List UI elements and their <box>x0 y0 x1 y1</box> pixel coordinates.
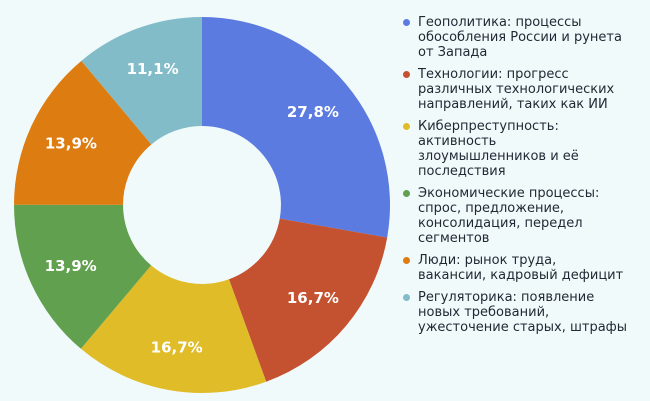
pie-slice-2[interactable] <box>80 265 267 394</box>
pie-slice-4[interactable] <box>14 60 152 205</box>
legend-label-0: Геополитика: процессы обособления России… <box>418 15 622 60</box>
legend-item-4[interactable]: Люди: рынок труда, вакансии, кадровый де… <box>403 253 643 283</box>
pie-slice-3[interactable] <box>13 204 152 349</box>
legend-label-4: Люди: рынок труда, вакансии, кадровый де… <box>418 253 624 283</box>
legend-color-dot-icon <box>403 294 410 301</box>
legend-label-1: Технологии: прогресс различных технологи… <box>418 67 615 112</box>
pie-slice-0[interactable] <box>202 17 391 238</box>
legend-item-2[interactable]: Киберпреступность: активность злоумышлен… <box>403 119 643 179</box>
legend-color-dot-icon <box>403 190 410 197</box>
legend-item-0[interactable]: Геополитика: процессы обособления России… <box>403 15 643 60</box>
legend-color-dot-icon <box>403 257 410 264</box>
legend-item-3[interactable]: Экономические процессы: спрос, предложен… <box>403 186 643 246</box>
donut-svg: 27,8%16,7%16,7%13,9%13,9%11,1% <box>13 17 391 394</box>
pie-slice-1[interactable] <box>228 218 388 382</box>
legend: Геополитика: процессы обособления России… <box>403 15 643 342</box>
pie-slice-5[interactable] <box>81 17 202 145</box>
donut-chart: 27,8% 16,7% 16,7% 13,9% 13,9% 11,1% <box>13 17 391 394</box>
legend-label-3: Экономические процессы: спрос, предложен… <box>418 186 600 246</box>
legend-color-dot-icon <box>403 71 410 78</box>
legend-label-5: Регуляторика: появление новых требований… <box>418 290 628 335</box>
legend-color-dot-icon <box>403 123 410 130</box>
legend-item-5[interactable]: Регуляторика: появление новых требований… <box>403 290 643 335</box>
legend-color-dot-icon <box>403 19 410 26</box>
legend-label-2: Киберпреступность: активность злоумышлен… <box>418 119 579 179</box>
legend-item-1[interactable]: Технологии: прогресс различных технологи… <box>403 67 643 112</box>
